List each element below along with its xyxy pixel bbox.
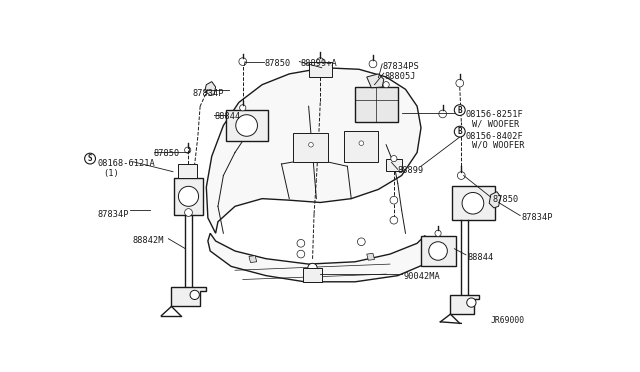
Circle shape [239, 58, 246, 65]
Circle shape [467, 298, 476, 307]
Text: (1): (1) [103, 169, 119, 179]
Text: B: B [458, 106, 462, 115]
Circle shape [390, 217, 397, 224]
Bar [452, 186, 495, 220]
Circle shape [179, 186, 198, 206]
Circle shape [429, 242, 447, 260]
Polygon shape [367, 253, 374, 260]
Circle shape [190, 290, 199, 299]
Text: 90042MA: 90042MA [404, 272, 441, 281]
Circle shape [297, 240, 305, 247]
Bar [344, 131, 378, 162]
Text: W/ WOOFER: W/ WOOFER [472, 119, 520, 128]
Circle shape [239, 105, 246, 111]
Bar [355, 87, 397, 122]
Circle shape [454, 105, 465, 115]
Circle shape [369, 60, 377, 68]
Polygon shape [208, 233, 429, 282]
Text: 08168-6121A: 08168-6121A [97, 158, 155, 168]
Circle shape [236, 115, 257, 136]
Polygon shape [489, 192, 501, 208]
Circle shape [359, 141, 364, 145]
Text: JR69000: JR69000 [491, 316, 525, 325]
Polygon shape [451, 295, 479, 314]
Bar [386, 158, 402, 171]
Text: 87834P: 87834P [522, 212, 553, 221]
Circle shape [458, 172, 465, 179]
Polygon shape [367, 74, 384, 88]
Bar [303, 268, 322, 282]
Circle shape [454, 126, 465, 137]
Polygon shape [206, 68, 421, 233]
Bar [226, 110, 268, 141]
Circle shape [316, 58, 324, 65]
Text: 88844: 88844 [467, 253, 493, 262]
Circle shape [462, 192, 484, 214]
Bar [421, 235, 456, 266]
Text: S: S [88, 154, 92, 163]
Text: 87850: 87850 [264, 58, 291, 67]
Circle shape [84, 153, 95, 164]
Circle shape [297, 250, 305, 258]
Bar [293, 133, 328, 163]
Circle shape [391, 155, 397, 162]
Circle shape [358, 238, 365, 246]
Circle shape [308, 263, 317, 273]
Bar [308, 62, 332, 77]
Text: 88899: 88899 [397, 166, 424, 175]
Circle shape [383, 81, 389, 88]
Polygon shape [205, 81, 216, 96]
Circle shape [456, 79, 463, 87]
Circle shape [435, 230, 441, 236]
Bar [179, 164, 197, 178]
Text: 88899+A: 88899+A [301, 58, 338, 67]
Polygon shape [249, 256, 257, 263]
Circle shape [184, 147, 191, 153]
Text: W/O WOOFER: W/O WOOFER [472, 141, 525, 150]
Text: 87850: 87850 [154, 148, 180, 158]
Circle shape [184, 209, 193, 217]
Text: 87834P: 87834P [193, 89, 224, 98]
Polygon shape [172, 287, 205, 307]
Text: 87850: 87850 [492, 195, 518, 204]
Text: 87834P: 87834P [97, 210, 129, 219]
Text: B: B [458, 127, 462, 136]
Text: 87834PS: 87834PS [382, 62, 419, 71]
Circle shape [308, 142, 313, 147]
Text: 88842M: 88842M [132, 235, 164, 245]
Text: 08156-8402F: 08156-8402F [466, 132, 524, 141]
Circle shape [439, 110, 447, 118]
Bar [174, 178, 204, 215]
Text: 08156-8251F: 08156-8251F [466, 110, 524, 119]
Circle shape [390, 196, 397, 204]
Text: 88844: 88844 [214, 112, 241, 121]
Text: 88805J: 88805J [385, 71, 416, 81]
